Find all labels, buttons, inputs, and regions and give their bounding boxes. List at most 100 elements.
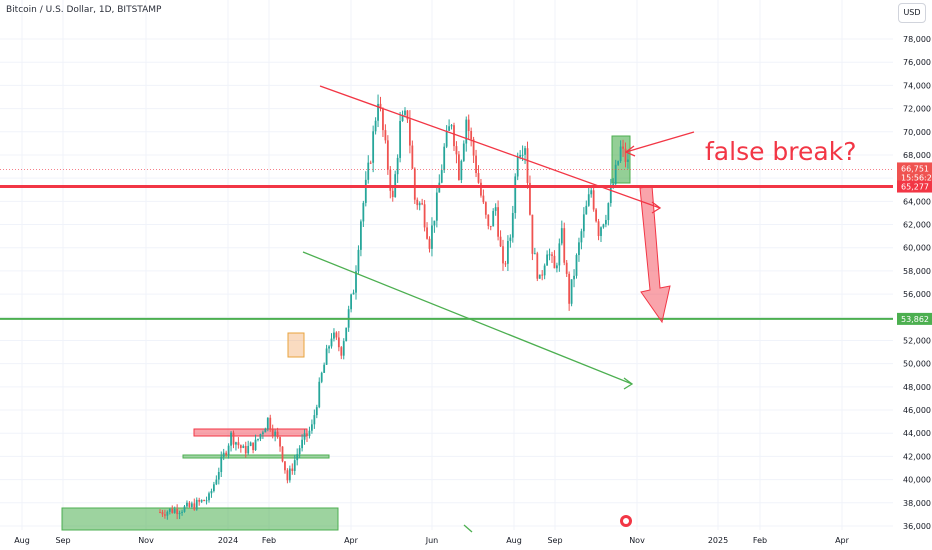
candle-body bbox=[235, 442, 237, 445]
x-tick-label: Aug bbox=[14, 536, 30, 545]
candle-body bbox=[460, 160, 463, 180]
y-tick-label: 78,000 bbox=[903, 35, 931, 44]
candle-body bbox=[203, 500, 205, 502]
candle-body bbox=[159, 512, 161, 514]
candle-body bbox=[200, 500, 203, 502]
candle-body bbox=[416, 199, 419, 206]
candle-body bbox=[399, 120, 401, 158]
candle-body bbox=[262, 432, 264, 435]
candle-body bbox=[384, 130, 387, 141]
candle-body bbox=[308, 430, 311, 437]
candle-body bbox=[475, 155, 477, 174]
candle-body bbox=[340, 347, 343, 356]
candle-body bbox=[328, 346, 330, 349]
x-axis: Aug Sep Nov 2024 Feb Apr Jun Aug Sep Nov 2025 Feb Ap… bbox=[14, 536, 849, 545]
currency-button[interactable]: USD bbox=[898, 3, 926, 23]
candle-body bbox=[210, 491, 213, 494]
candle-body bbox=[409, 119, 411, 146]
candle-body bbox=[448, 126, 450, 131]
support-price-tag-text: 53,862 bbox=[901, 315, 929, 324]
candle-body bbox=[335, 332, 338, 338]
last-price-tag-text: 15:56:22 bbox=[901, 173, 932, 182]
symbol-title: Bitcoin / U.S. Dollar, 1D, BITSTAMP bbox=[6, 5, 162, 15]
candle-body bbox=[465, 119, 468, 144]
candle-body bbox=[306, 433, 308, 437]
candle-body bbox=[205, 500, 208, 502]
candle-body bbox=[257, 438, 259, 440]
event-marker-inner bbox=[623, 518, 629, 524]
x-tick-label: 2025 bbox=[708, 536, 728, 545]
candle-body bbox=[176, 509, 179, 515]
trendline-arrowhead bbox=[651, 201, 662, 214]
candle-body bbox=[296, 454, 299, 461]
candle-body bbox=[580, 231, 583, 243]
candle-body bbox=[320, 372, 323, 382]
x-tick-label: Nov bbox=[629, 536, 645, 545]
supply-zone bbox=[193, 428, 308, 437]
candle-body bbox=[423, 204, 426, 228]
consolidation-zone bbox=[287, 332, 305, 358]
y-tick-label: 38,000 bbox=[903, 499, 931, 508]
y-tick-label: 70,000 bbox=[903, 128, 931, 137]
candle-body bbox=[617, 161, 620, 165]
candle-body bbox=[284, 461, 286, 471]
candle-body bbox=[565, 262, 568, 274]
last-price-tag-text: 66,751 bbox=[901, 164, 929, 173]
candle-body bbox=[183, 506, 186, 512]
candle-body bbox=[404, 110, 406, 115]
candle-body bbox=[274, 431, 277, 436]
candle-body bbox=[600, 227, 602, 237]
candle-body bbox=[330, 338, 333, 347]
candle-body bbox=[342, 341, 345, 356]
candle-body bbox=[435, 192, 438, 221]
candle-body bbox=[472, 139, 475, 156]
candle-body bbox=[325, 348, 328, 365]
x-tick-label: Feb bbox=[753, 536, 767, 545]
candle-body bbox=[391, 190, 394, 198]
candle-body bbox=[171, 508, 174, 513]
candle-body bbox=[516, 156, 519, 177]
candle-body bbox=[266, 417, 269, 429]
annotation-arrowhead bbox=[624, 145, 636, 157]
candle-body bbox=[164, 514, 166, 516]
candle-body bbox=[208, 493, 210, 501]
candle-body bbox=[242, 445, 245, 448]
trend-lines bbox=[302, 85, 695, 533]
candle-body bbox=[605, 220, 607, 225]
support-price-tag bbox=[897, 312, 932, 325]
x-tick-label: Sep bbox=[547, 536, 562, 545]
candle-body bbox=[533, 253, 536, 255]
candle-body bbox=[372, 131, 375, 163]
candle-body bbox=[215, 479, 218, 485]
candle-body bbox=[323, 364, 326, 373]
candle-body bbox=[627, 159, 629, 162]
candle-body bbox=[345, 327, 348, 342]
candle-body bbox=[367, 162, 370, 180]
candle-body bbox=[531, 214, 534, 254]
candle-body bbox=[590, 190, 593, 195]
candle-body bbox=[271, 429, 274, 436]
y-tick-label: 48,000 bbox=[903, 383, 931, 392]
x-tick-label: 2024 bbox=[218, 536, 238, 545]
candle-body bbox=[431, 225, 433, 249]
candle-body bbox=[440, 170, 443, 183]
x-tick-label: Apr bbox=[344, 536, 359, 545]
y-tick-label: 60,000 bbox=[903, 244, 931, 253]
candle-body bbox=[602, 224, 605, 228]
candle-body bbox=[303, 433, 306, 440]
candle-body bbox=[480, 182, 482, 196]
candle-body bbox=[386, 140, 389, 170]
support-zone bbox=[182, 454, 330, 459]
candle-body bbox=[232, 432, 235, 445]
y-tick-label: 36,000 bbox=[903, 522, 931, 531]
candle-body bbox=[401, 114, 404, 121]
y-tick-label: 46,000 bbox=[903, 406, 931, 415]
candle-body bbox=[227, 445, 230, 455]
candle-body bbox=[445, 130, 448, 147]
candle-body bbox=[433, 220, 436, 226]
candle-body bbox=[230, 432, 232, 446]
candle-body bbox=[161, 512, 164, 515]
candle-body bbox=[521, 154, 524, 156]
resistance-price-tag bbox=[897, 180, 932, 193]
